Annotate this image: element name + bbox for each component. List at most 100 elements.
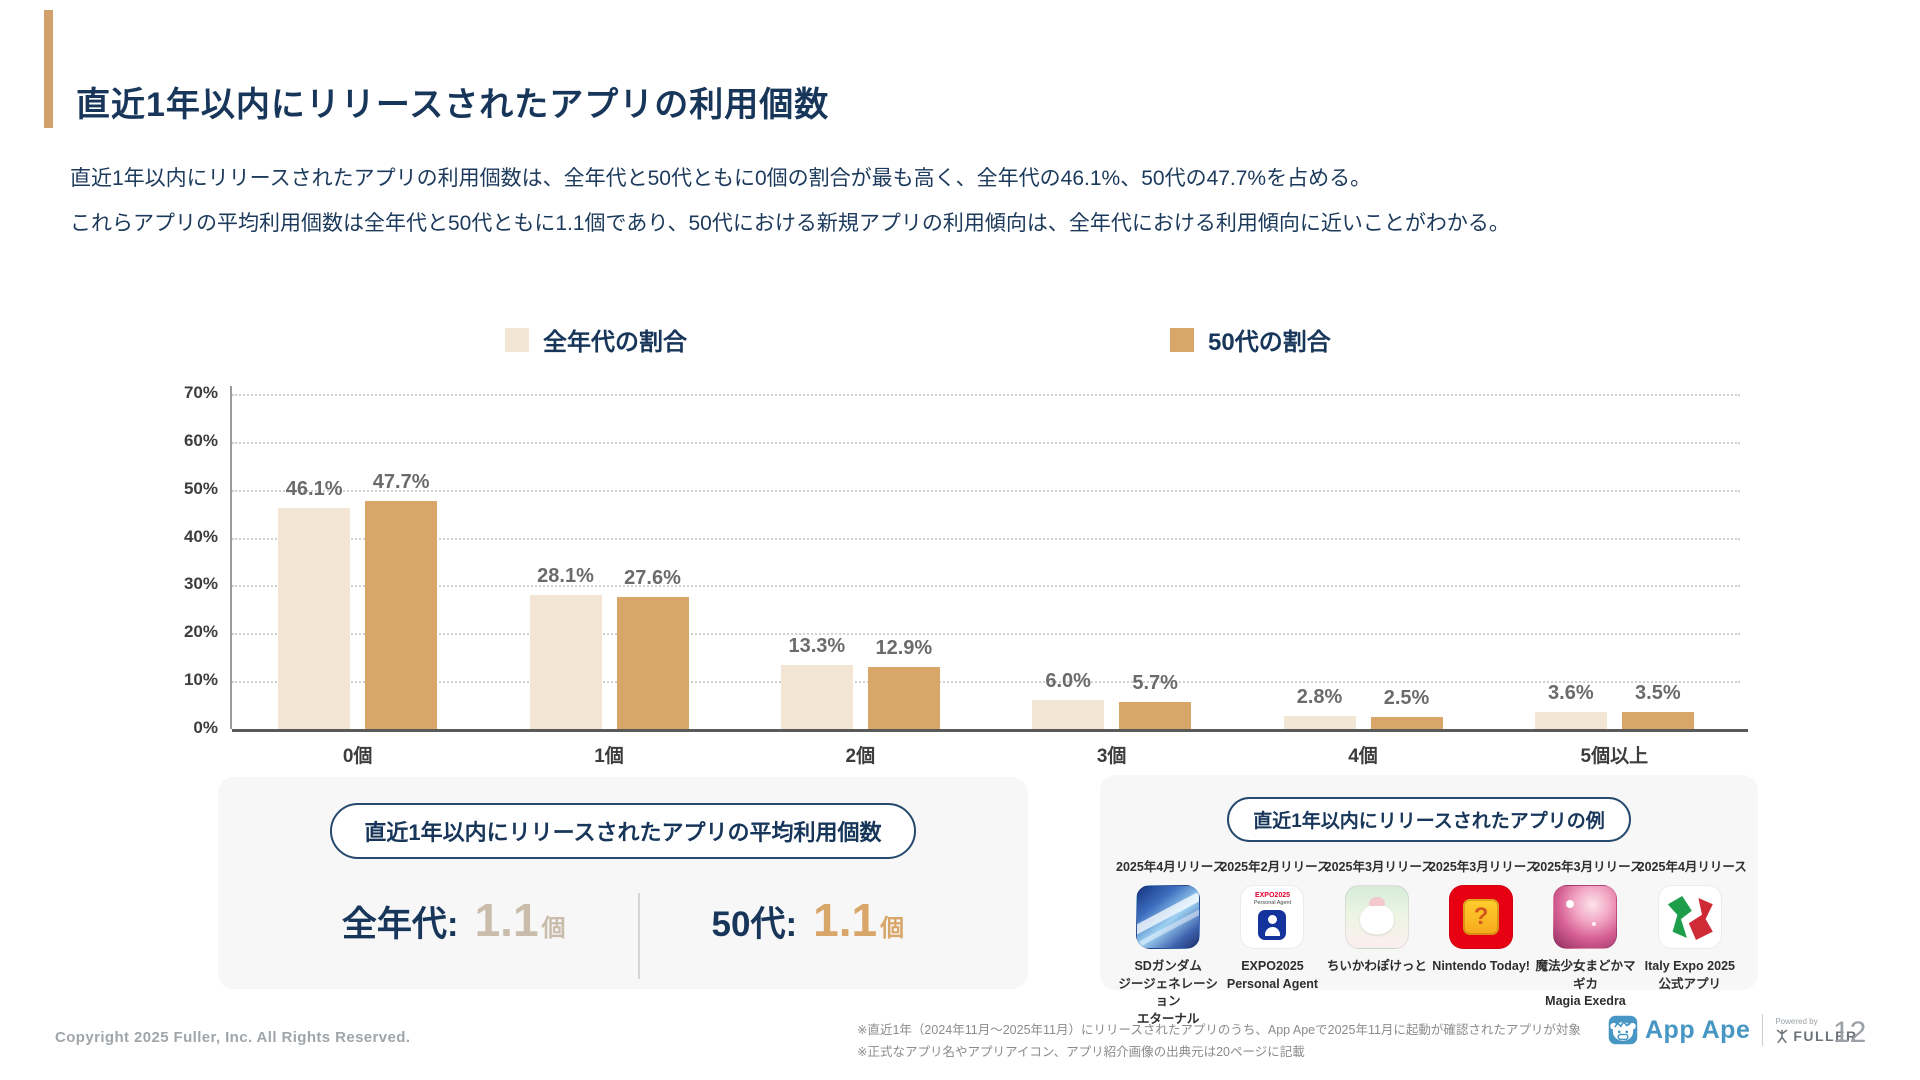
bar-50s-group-5: [1621, 712, 1694, 729]
gridline: [232, 489, 1740, 492]
bar-value-label: 47.7%: [372, 470, 430, 493]
y-tick-label: 40%: [183, 526, 218, 546]
footnotes: ※直近1年（2024年11月〜2025年11月）にリリースされたアプリのうち、A…: [857, 1019, 1581, 1063]
bar-value-label: 28.1%: [537, 564, 594, 587]
question-block-icon: ?: [1463, 899, 1500, 935]
y-tick-label: 30%: [183, 574, 218, 594]
average-value-all-ages: 1.1: [474, 894, 539, 946]
app-name-label: EXPO2025 Personal Agent: [1226, 959, 1319, 991]
app-name-label: SDガンダム ジージェネレーション エターナル: [1118, 959, 1218, 1026]
average-item-50s: 50代: 1.1 個: [712, 893, 905, 947]
powered-by-label: Powered by: [1775, 1016, 1818, 1026]
bar-50s-group-1: [616, 596, 689, 729]
bar-all-ages-group-3: [1032, 700, 1105, 729]
average-usage-card: 直近1年以内にリリースされたアプリの平均利用個数 全年代: 1.1 個 50代: 1.…: [218, 777, 1028, 989]
bar-all-ages-group-0: [278, 508, 351, 729]
powered-by-block: Powered by FULLER: [1775, 1017, 1857, 1044]
average-label-50s: 50代:: [711, 905, 798, 944]
bar-all-ages-group-2: [780, 665, 853, 729]
description-line-1: 直近1年以内にリリースされたアプリの利用個数は、全年代と50代ともに0個の割合が…: [70, 167, 1372, 190]
bar-value-label: 5.7%: [1132, 671, 1178, 694]
x-axis: [232, 729, 1748, 732]
average-unit-all-ages: 個: [541, 915, 566, 942]
app-example-italy-expo-2025: 2025年4月リリース Italy Expo 2025 公式アプリ: [1637, 856, 1747, 1028]
x-category-label: 4個: [1348, 746, 1378, 767]
bar-value-label: 2.8%: [1296, 685, 1343, 708]
x-category-label: 0個: [342, 746, 373, 767]
expo-icon-title-text: EXPO2025: [1254, 892, 1290, 899]
expo-icon-badge: [1258, 909, 1287, 940]
average-value-50s: 1.1: [813, 894, 878, 946]
legend-item-50s: 50代の割合: [1170, 322, 1331, 357]
description-line-2: これらアプリの平均利用個数は全年代と50代ともに1.1個であり、50代における新…: [70, 212, 1510, 235]
app-release-label: 2025年3月リリース: [1324, 860, 1434, 874]
bar-50s-group-4: [1370, 717, 1443, 729]
app-icon-sd-gundam: [1136, 885, 1201, 949]
brand-block: App Ape Powered by FULLER: [1608, 1014, 1858, 1046]
average-values-row: 全年代: 1.1 個 50代: 1.1 個: [218, 893, 1028, 979]
x-category-label: 5個以上: [1580, 746, 1649, 767]
y-tick-label: 0%: [193, 718, 218, 737]
bar-50s-group-2: [867, 667, 940, 729]
app-release-label: 2025年4月リリース: [1116, 860, 1226, 874]
app-example-expo2025-personal-agent: 2025年2月リリース EXPO2025 Personal Agent EXPO202…: [1220, 856, 1329, 1028]
bar-value-label: 3.5%: [1635, 682, 1681, 705]
brand-divider: [1762, 1014, 1764, 1046]
bar-value-label: 6.0%: [1045, 670, 1091, 693]
app-icon-expo2025-personal-agent: EXPO2025 Personal Agent: [1240, 885, 1305, 949]
app-release-label: 2025年4月リリース: [1637, 860, 1747, 874]
gridline: [232, 681, 1740, 684]
app-release-label: 2025年3月リリース: [1533, 860, 1643, 874]
y-axis: [230, 386, 232, 729]
bar-value-label: 13.3%: [788, 635, 846, 658]
app-icon-chiikawa-pocket: [1344, 885, 1409, 949]
y-tick-label: 20%: [183, 622, 218, 642]
fuller-logo-icon: [1777, 1029, 1788, 1043]
y-tick-label: 50%: [183, 478, 218, 498]
app-examples-card: 直近1年以内にリリースされたアプリの例 2025年4月リリース SDガンダム ジー…: [1100, 775, 1758, 1026]
app-ape-logo-text: App Ape: [1645, 1015, 1751, 1044]
app-icon-italy-expo-2025: [1657, 885, 1722, 949]
gridline: [232, 537, 1740, 540]
average-unit-50s: 個: [880, 915, 905, 942]
app-ape-logo-icon: [1608, 1015, 1638, 1045]
footnote-line-2: ※正式なアプリ名やアプリアイコン、アプリ紹介画像の出典元は20ページに記載: [857, 1045, 1305, 1059]
expo-icon-sub-text: Personal Agent: [1253, 900, 1292, 907]
app-example-sd-gundam: 2025年4月リリース SDガンダム ジージェネレーション エターナル: [1116, 856, 1226, 1028]
bar-value-label: 27.6%: [624, 566, 681, 589]
fuller-logo-text: FULLER: [1793, 1027, 1858, 1044]
bar-all-ages-group-5: [1534, 711, 1607, 729]
app-name-label: Italy Expo 2025 公式アプリ: [1644, 959, 1735, 991]
y-tick-label: 60%: [183, 430, 218, 450]
copyright-text: Copyright 2025 Fuller, Inc. All Rights R…: [55, 1029, 411, 1046]
app-release-label: 2025年3月リリース: [1428, 860, 1539, 874]
average-item-all-ages: 全年代: 1.1 個: [342, 893, 566, 947]
app-name-label: 魔法少女まどかマギカ Magia Exedra: [1535, 959, 1636, 1008]
bar-50s-group-3: [1119, 701, 1192, 729]
x-category-label: 2個: [845, 746, 876, 767]
bar-value-label: 12.9%: [875, 637, 933, 660]
gridline: [232, 441, 1740, 444]
legend-label: 全年代の割合: [543, 329, 687, 356]
app-examples-row: 2025年4月リリース SDガンダム ジージェネレーション エターナル 2025年2…: [1100, 856, 1758, 1028]
x-category-label: 1個: [594, 746, 624, 767]
page-number: 12: [1833, 1016, 1867, 1049]
app-icon-nintendo-today: ?: [1449, 885, 1514, 949]
footnote-line-1: ※直近1年（2024年11月〜2025年11月）にリリースされたアプリのうち、A…: [857, 1023, 1581, 1037]
gridline: [232, 394, 1740, 396]
gridline: [232, 633, 1740, 636]
legend-label: 50代の割合: [1208, 329, 1331, 356]
app-example-madoka-magica-magia-exedra: 2025年3月リリース魔法少女まどかマギカ Magia Exedra: [1533, 856, 1643, 1028]
question-glyph: ?: [1473, 903, 1489, 930]
page-title: 直近1年以内にリリースされたアプリの利用個数: [76, 85, 830, 124]
y-tick-label: 10%: [183, 670, 218, 690]
bar-value-label: 2.5%: [1383, 687, 1430, 710]
app-example-chiikawa-pocket: 2025年3月リリース ちいかわぽけっと: [1324, 856, 1434, 1028]
bar-all-ages-group-4: [1283, 715, 1356, 729]
app-icon-madoka-magica-magia-exedra: [1553, 885, 1618, 949]
x-category-label: 3個: [1096, 746, 1127, 767]
average-divider: [637, 893, 640, 979]
legend-item-all-ages: 全年代の割合: [505, 322, 687, 357]
bar-50s-group-0: [365, 500, 438, 729]
